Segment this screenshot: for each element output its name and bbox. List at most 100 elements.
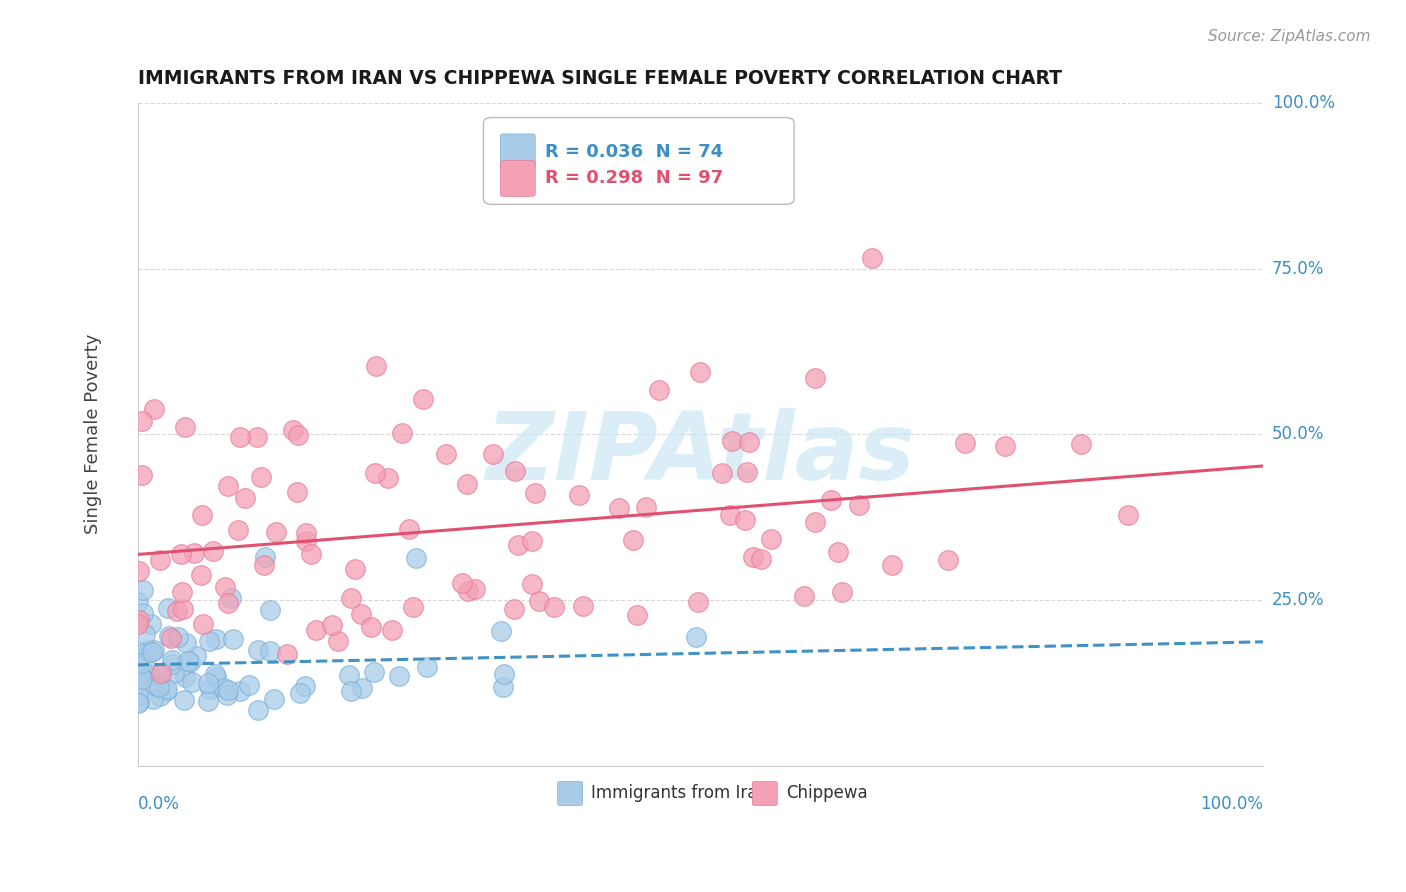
Point [212, 681, 235, 696]
Text: 50.0%: 50.0% [1272, 425, 1324, 443]
Point [179, 655, 201, 669]
Point [217, 682, 239, 697]
Point [229, 683, 252, 698]
Point [720, 434, 742, 448]
Point [127, 658, 149, 673]
Point [128, 564, 150, 578]
Point [264, 524, 287, 539]
Point [142, 643, 165, 657]
Point [522, 577, 544, 591]
Point [159, 628, 181, 642]
Point [132, 583, 155, 598]
Point [793, 589, 815, 603]
Point [827, 544, 849, 558]
Point [263, 691, 285, 706]
Point [149, 689, 172, 703]
Point [503, 465, 526, 479]
Point [197, 694, 219, 708]
Point [129, 669, 152, 683]
Point [174, 670, 197, 684]
Point [276, 647, 298, 661]
Point [288, 686, 311, 700]
Point [148, 668, 170, 682]
FancyBboxPatch shape [501, 134, 536, 169]
Point [226, 523, 249, 537]
Text: R = 0.298  N = 97: R = 0.298 N = 97 [546, 169, 724, 187]
Point [197, 675, 219, 690]
Point [128, 695, 150, 709]
Point [398, 522, 420, 536]
Point [229, 430, 252, 444]
Point [190, 567, 212, 582]
Text: 100.0%: 100.0% [1272, 94, 1334, 112]
Point [749, 552, 772, 566]
Point [222, 632, 245, 646]
Point [503, 602, 526, 616]
Point [160, 653, 183, 667]
Point [305, 623, 328, 637]
Point [352, 681, 374, 695]
Point [688, 594, 710, 608]
Point [571, 599, 593, 614]
Point [742, 550, 765, 565]
Point [221, 591, 243, 605]
Point [142, 692, 165, 706]
Point [344, 562, 367, 576]
Point [363, 665, 385, 679]
Point [177, 654, 200, 668]
Point [287, 427, 309, 442]
Point [689, 365, 711, 379]
Text: R = 0.036  N = 74: R = 0.036 N = 74 [546, 143, 724, 161]
Point [259, 603, 281, 617]
Point [377, 471, 399, 485]
Point [527, 594, 550, 608]
Point [412, 392, 434, 407]
Point [127, 675, 149, 690]
Point [283, 423, 305, 437]
Point [388, 669, 411, 683]
Point [350, 607, 373, 621]
Point [148, 553, 170, 567]
Point [198, 634, 221, 648]
Point [186, 649, 208, 664]
Point [138, 642, 160, 657]
Point [131, 656, 153, 670]
Text: 75.0%: 75.0% [1272, 260, 1324, 277]
Point [160, 632, 183, 646]
Point [217, 479, 239, 493]
Point [127, 688, 149, 702]
Point [636, 500, 658, 514]
Point [191, 508, 214, 522]
Point [132, 647, 155, 661]
Point [648, 383, 671, 397]
FancyBboxPatch shape [501, 161, 536, 196]
Point [738, 434, 761, 449]
Point [734, 513, 756, 527]
Point [880, 558, 903, 572]
Text: Single Female Poverty: Single Female Poverty [84, 334, 101, 534]
Point [193, 617, 215, 632]
Point [138, 668, 160, 682]
Text: IMMIGRANTS FROM IRAN VS CHIPPEWA SINGLE FEMALE POVERTY CORRELATION CHART: IMMIGRANTS FROM IRAN VS CHIPPEWA SINGLE … [138, 69, 1062, 87]
Point [139, 616, 162, 631]
Point [831, 585, 853, 599]
Point [294, 534, 316, 549]
Point [955, 435, 977, 450]
Point [217, 596, 239, 610]
Point [172, 602, 194, 616]
Point [253, 558, 276, 572]
Point [156, 601, 179, 615]
Point [150, 665, 173, 680]
Point [148, 680, 170, 694]
Point [198, 681, 221, 696]
Text: Source: ZipAtlas.com: Source: ZipAtlas.com [1208, 29, 1371, 44]
Point [127, 652, 149, 666]
Point [340, 591, 363, 605]
Point [391, 426, 413, 441]
Point [166, 630, 188, 644]
Point [238, 678, 260, 692]
Point [141, 645, 163, 659]
Point [489, 624, 512, 639]
Point [170, 547, 193, 561]
Point [294, 679, 316, 693]
